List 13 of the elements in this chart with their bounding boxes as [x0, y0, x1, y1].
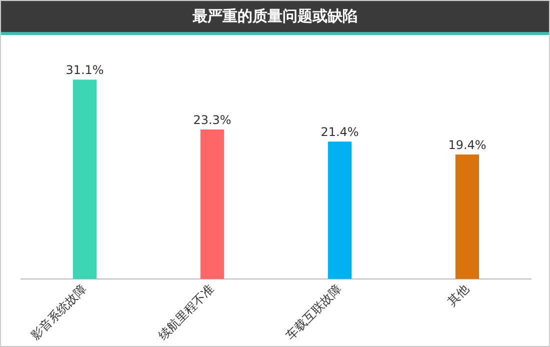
x-tick-label: 车载互联故障: [283, 282, 344, 342]
chart-title: 最严重的质量问题或缺陷: [1, 1, 549, 35]
data-label: 23.3%: [193, 112, 232, 127]
x-tick-label: 续航里程不准: [156, 282, 217, 342]
bar: [455, 154, 480, 279]
data-label: 31.1%: [66, 63, 104, 78]
bar: [200, 130, 224, 279]
bar: [328, 142, 352, 279]
bar: [72, 80, 97, 279]
data-label: 21.4%: [320, 125, 359, 140]
x-tick-label: 影音系统故障: [28, 282, 90, 342]
data-label: 19.4%: [448, 138, 486, 152]
x-tick-label: 其他: [444, 282, 472, 308]
